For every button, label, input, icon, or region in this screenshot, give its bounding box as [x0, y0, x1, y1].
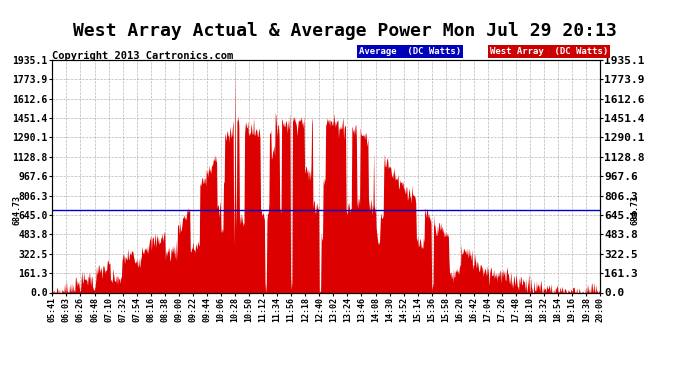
Text: Average  (DC Watts): Average (DC Watts)	[359, 47, 461, 56]
Text: West Array Actual & Average Power Mon Jul 29 20:13: West Array Actual & Average Power Mon Ju…	[73, 22, 617, 40]
Text: 684.73: 684.73	[12, 195, 21, 225]
Text: Copyright 2013 Cartronics.com: Copyright 2013 Cartronics.com	[52, 51, 233, 61]
Text: West Array  (DC Watts): West Array (DC Watts)	[490, 47, 608, 56]
Text: 684.73: 684.73	[631, 195, 640, 225]
